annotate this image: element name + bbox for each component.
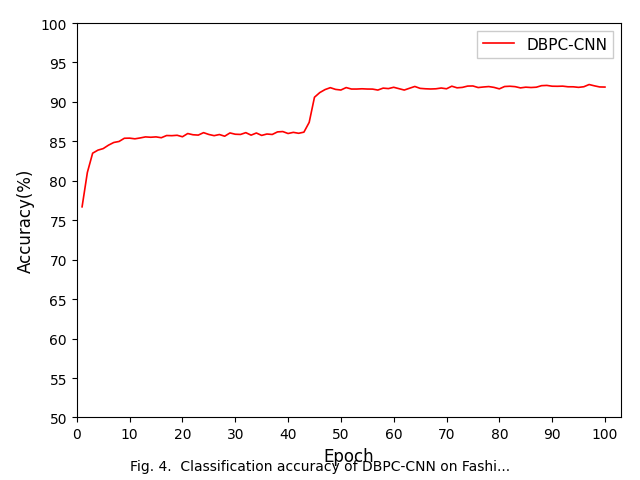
DBPC-CNN	[348, 87, 355, 93]
DBPC-CNN	[78, 204, 86, 210]
DBPC-CNN	[179, 134, 186, 140]
DBPC-CNN	[601, 85, 609, 91]
X-axis label: Epoch: Epoch	[323, 447, 374, 465]
DBPC-CNN	[575, 85, 582, 91]
DBPC-CNN	[200, 131, 207, 136]
DBPC-CNN	[390, 85, 397, 91]
DBPC-CNN	[585, 83, 593, 88]
Legend: DBPC-CNN: DBPC-CNN	[477, 32, 613, 59]
DBPC-CNN	[559, 84, 566, 90]
Y-axis label: Accuracy(%): Accuracy(%)	[17, 169, 35, 273]
Line: DBPC-CNN: DBPC-CNN	[82, 85, 605, 207]
Text: Fig. 4.  Classification accuracy of DBPC-CNN on Fashi...: Fig. 4. Classification accuracy of DBPC-…	[130, 459, 510, 473]
